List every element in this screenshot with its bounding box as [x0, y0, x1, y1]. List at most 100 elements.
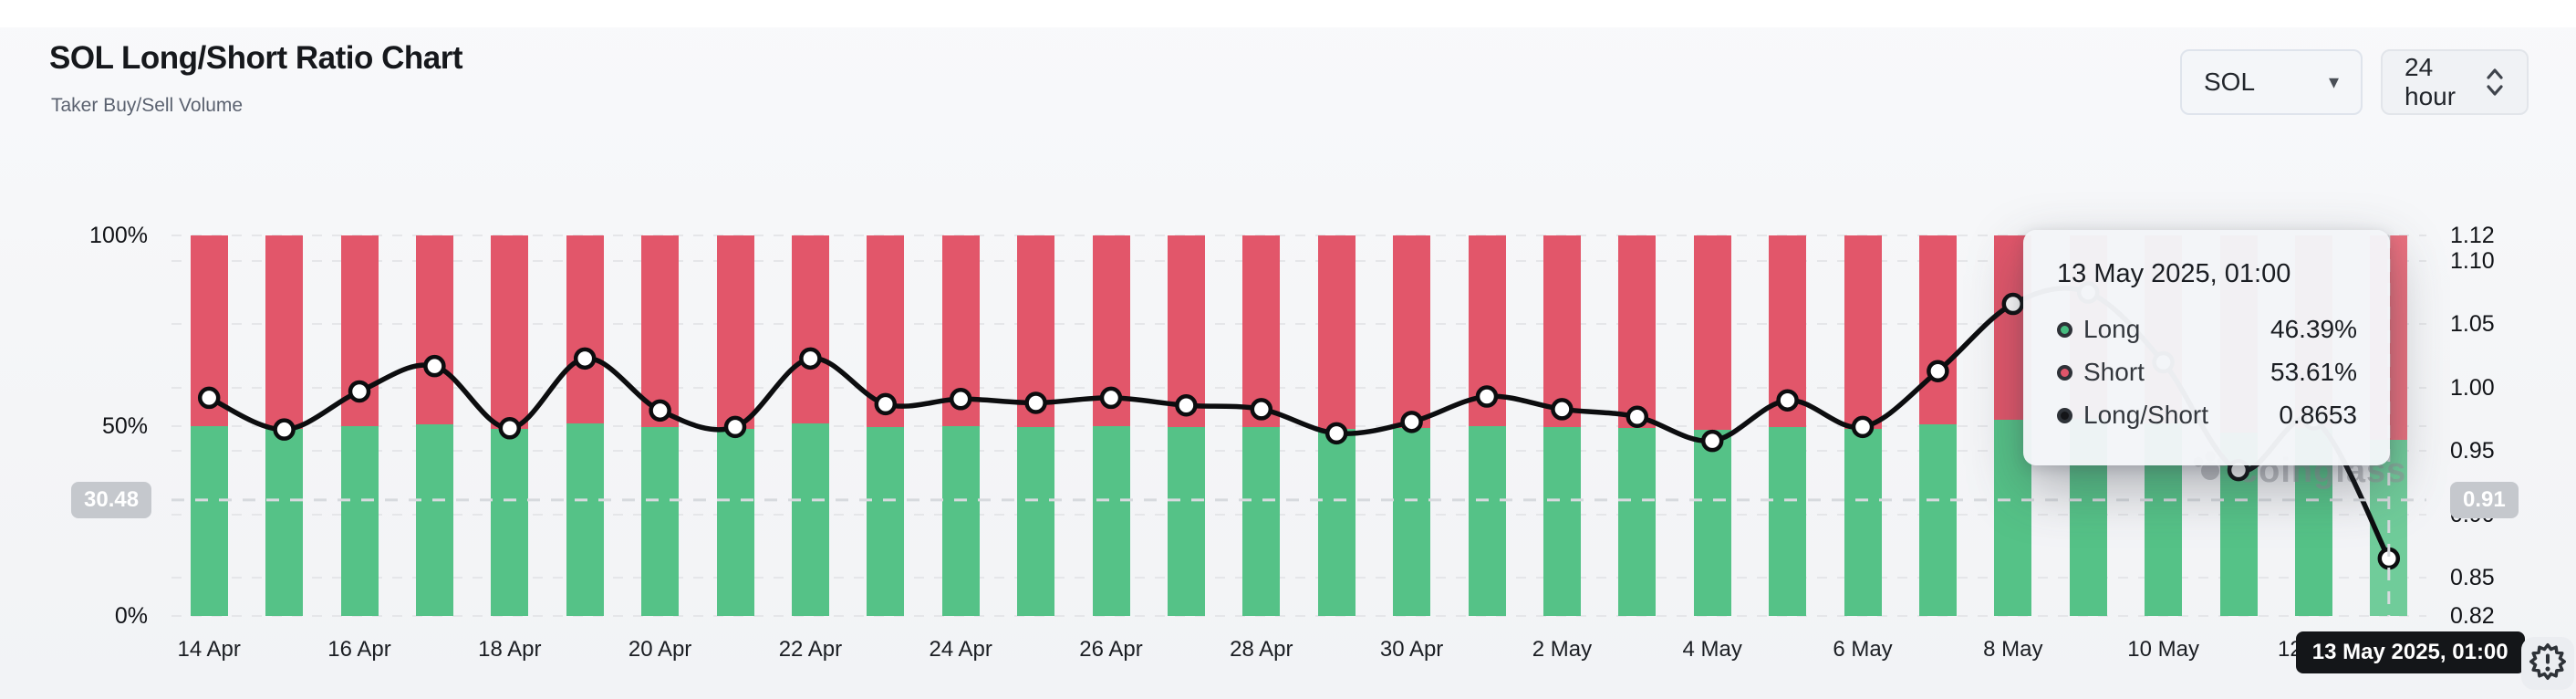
- bar-short[interactable]: [641, 235, 680, 428]
- tooltip-row-label: Long: [2083, 315, 2141, 343]
- ratio-marker[interactable]: [649, 399, 671, 423]
- ratio-marker[interactable]: [348, 380, 371, 403]
- bar-short[interactable]: [491, 235, 529, 429]
- bar-long[interactable]: [867, 426, 905, 616]
- page-title: SOL Long/Short Ratio Chart: [49, 40, 463, 76]
- bar-short[interactable]: [1693, 235, 1731, 430]
- bar-long[interactable]: [1468, 426, 1506, 616]
- bar-long[interactable]: [1844, 428, 1882, 616]
- right-axis-tick: 1.00: [2450, 374, 2495, 401]
- x-axis-tick: 2 May: [1532, 637, 1593, 662]
- bar-short[interactable]: [1393, 235, 1431, 429]
- bar-short[interactable]: [716, 235, 754, 429]
- right-axis-tick: 1.10: [2450, 247, 2495, 274]
- ratio-marker[interactable]: [2001, 292, 2025, 316]
- bar-long[interactable]: [491, 428, 529, 616]
- bar-short[interactable]: [1618, 235, 1657, 428]
- x-axis-tick: 20 Apr: [628, 637, 692, 662]
- right-axis-tick: 1.05: [2450, 311, 2495, 338]
- ratio-marker[interactable]: [1851, 415, 1875, 439]
- bar-long[interactable]: [190, 426, 228, 616]
- ratio-marker[interactable]: [423, 354, 446, 378]
- ratio-marker[interactable]: [1024, 391, 1047, 414]
- right-axis-tick: 0.95: [2450, 438, 2495, 464]
- right-axis-tick: 1.12: [2450, 223, 2495, 248]
- bar-short[interactable]: [415, 235, 453, 424]
- ratio-marker[interactable]: [1475, 385, 1499, 408]
- bar-long[interactable]: [1017, 426, 1055, 616]
- bar-long[interactable]: [1618, 427, 1657, 616]
- bar-long[interactable]: [566, 423, 604, 616]
- ratio-marker[interactable]: [573, 347, 597, 370]
- ratio-marker[interactable]: [1400, 411, 1423, 433]
- chevron-up-down-icon: [2485, 67, 2505, 98]
- ratio-marker[interactable]: [874, 392, 898, 416]
- bar-short[interactable]: [1542, 235, 1581, 428]
- ratio-marker[interactable]: [1175, 394, 1198, 417]
- x-axis-tick: 22 Apr: [778, 637, 843, 662]
- ratio-marker[interactable]: [197, 386, 221, 410]
- ratio-marker[interactable]: [1927, 360, 1949, 382]
- bar-short[interactable]: [265, 235, 304, 429]
- bar-long[interactable]: [1167, 426, 1205, 616]
- tooltip-row-value: 46.39%: [2270, 315, 2357, 343]
- bar-long[interactable]: [1393, 428, 1431, 616]
- bar-long[interactable]: [1918, 424, 1957, 616]
- bar-long[interactable]: [641, 427, 680, 616]
- bar-long[interactable]: [716, 428, 754, 616]
- x-axis-tick: 10 May: [2127, 637, 2199, 662]
- ratio-marker[interactable]: [1250, 398, 1273, 421]
- interval-select-value: 24 hour: [2405, 53, 2457, 110]
- page-subtitle: Taker Buy/Sell Volume: [51, 95, 244, 116]
- bar-long[interactable]: [1542, 427, 1581, 616]
- ratio-marker[interactable]: [1324, 422, 1348, 445]
- report-issue-button[interactable]: [2521, 637, 2574, 690]
- bar-short[interactable]: [791, 235, 829, 424]
- top-navbar-strip: [0, 0, 2576, 27]
- interval-select[interactable]: 24 hour: [2381, 49, 2529, 115]
- ratio-marker[interactable]: [949, 388, 972, 411]
- bar-short[interactable]: [1844, 235, 1882, 429]
- right-axis-tick: 0.85: [2450, 565, 2495, 591]
- bar-short[interactable]: [566, 235, 604, 424]
- bar-long[interactable]: [791, 423, 829, 616]
- bar-short[interactable]: [1317, 235, 1356, 430]
- series-dot-icon: [2057, 321, 2072, 338]
- bar-short[interactable]: [1242, 235, 1281, 428]
- bar-long[interactable]: [1242, 427, 1281, 616]
- left-axis-tick: 0%: [114, 603, 148, 629]
- series-dot-icon: [2057, 364, 2072, 381]
- ratio-marker[interactable]: [723, 415, 747, 439]
- ratio-marker[interactable]: [1776, 389, 1799, 412]
- bar-long[interactable]: [1317, 429, 1356, 616]
- symbol-select-value: SOL: [2204, 68, 2256, 96]
- x-axis-tick: 14 Apr: [177, 637, 241, 662]
- bar-long[interactable]: [340, 425, 379, 616]
- tooltip-row-label: Long/Short: [2083, 401, 2208, 429]
- crosshair-left-axis-badge: 30.48: [71, 481, 152, 518]
- bar-long[interactable]: [1769, 426, 1807, 616]
- ratio-marker[interactable]: [799, 347, 822, 370]
- bar-long[interactable]: [1092, 426, 1130, 616]
- ratio-marker[interactable]: [1099, 386, 1123, 410]
- tooltip-title: 13 May 2025, 01:00: [2057, 259, 2291, 288]
- ratio-marker[interactable]: [498, 417, 522, 440]
- seal-alert-icon: [2528, 642, 2568, 686]
- bar-long[interactable]: [415, 423, 453, 616]
- bar-short[interactable]: [1918, 235, 1957, 425]
- ratio-marker[interactable]: [273, 418, 296, 441]
- symbol-select[interactable]: SOL ▾: [2180, 49, 2363, 115]
- ratio-marker[interactable]: [1551, 398, 1574, 421]
- bar-long[interactable]: [941, 426, 980, 616]
- x-axis-tick: 8 May: [1983, 637, 2043, 662]
- crosshair-right-axis-badge: 0.91: [2450, 481, 2519, 518]
- bar-long[interactable]: [1693, 429, 1731, 616]
- bar-long[interactable]: [265, 429, 304, 616]
- ratio-marker[interactable]: [1626, 405, 1649, 429]
- left-axis-tick: 50%: [101, 412, 148, 439]
- tooltip-row-label: Short: [2083, 358, 2145, 386]
- tooltip-row: Long/Short 0.8653: [2057, 401, 2357, 430]
- ratio-marker[interactable]: [1700, 429, 1724, 453]
